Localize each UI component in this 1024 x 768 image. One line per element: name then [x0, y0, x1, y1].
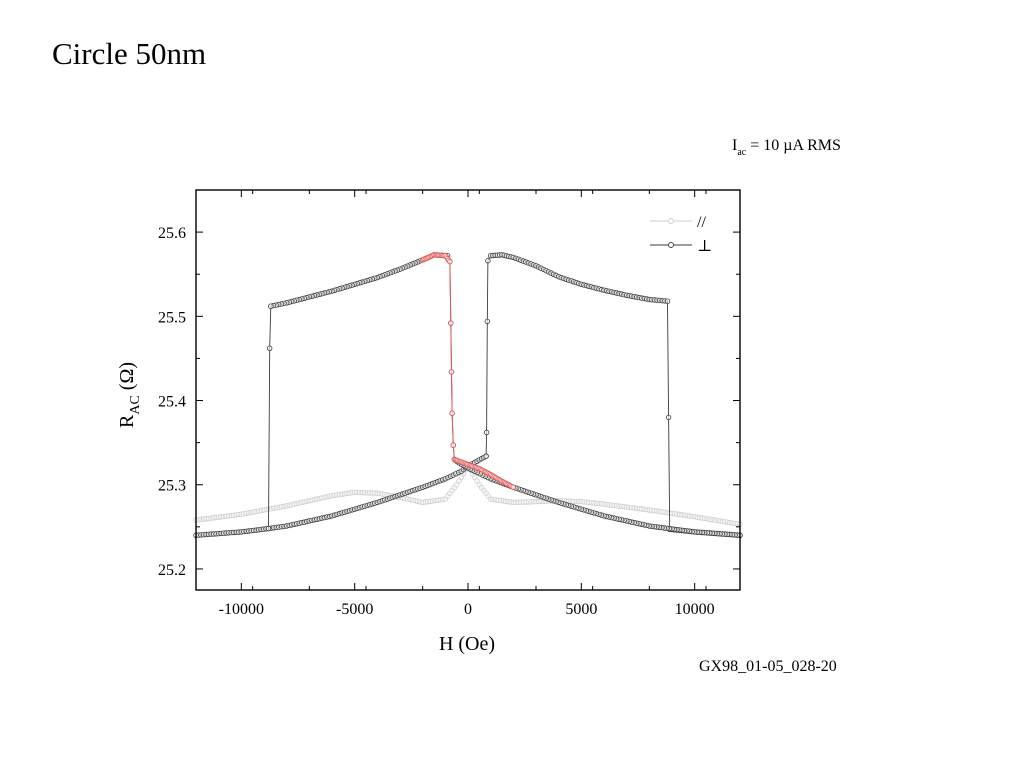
legend-parallel-marker — [668, 218, 674, 224]
x-tick-label: 0 — [464, 601, 472, 618]
series-perp-point — [664, 298, 671, 304]
file-identifier: GX98_01-05_028-20 — [699, 658, 837, 675]
highlight-segment-point — [449, 410, 455, 416]
legend: // ⊥ — [650, 214, 712, 255]
plot-frame — [195, 189, 741, 591]
highlight-segment-point — [448, 320, 454, 326]
current-annotation: Iac = 10 µA RMS — [732, 138, 841, 158]
current-label-sub: ac — [737, 147, 747, 158]
highlight-segment-line — [422, 254, 514, 488]
legend-perp-label: ⊥ — [697, 238, 712, 255]
y-tick-label: 25.4 — [158, 394, 186, 411]
legend-perp-marker — [668, 242, 674, 248]
y-axis-label-main: R — [116, 414, 138, 428]
highlight-segment-point — [447, 258, 453, 265]
series-perp-point — [485, 258, 491, 264]
current-label-main: I — [732, 137, 738, 154]
series-perp-point — [483, 429, 490, 436]
y-tick-label: 25.6 — [158, 225, 186, 242]
slide-title: Circle 50nm — [52, 36, 207, 71]
data-layer — [193, 252, 743, 538]
series-perp-point — [268, 303, 274, 309]
highlight-segment-point — [448, 369, 455, 375]
series-perp-point — [267, 345, 273, 351]
x-tick-label: -5000 — [336, 601, 373, 618]
x-tick-label: 5000 — [565, 601, 597, 618]
highlight-segment-point — [450, 442, 456, 448]
y-axis-label: RAC (Ω) — [116, 362, 143, 428]
y-tick-label: 25.3 — [158, 478, 186, 495]
y-axis-label-rest: (Ω) — [116, 362, 138, 395]
y-tick-label: 25.5 — [158, 309, 186, 326]
axis-layer: -10000 -5000 0 5000 10000 25.2 25.3 25.4 25.5 25.… — [158, 190, 740, 618]
current-label-rest: = 10 µA RMS — [746, 137, 841, 154]
series-parallel-line — [195, 465, 741, 525]
series-perp-point — [483, 453, 489, 459]
x-axis-label: H (Oe) — [439, 633, 495, 655]
series-perp-line — [454, 459, 741, 536]
series-perp-point — [484, 318, 490, 325]
x-tick-label: 10000 — [675, 601, 715, 618]
series-perp-point — [665, 414, 672, 421]
x-tick-label: -10000 — [219, 601, 264, 618]
y-tick-label: 25.2 — [158, 562, 186, 579]
legend-parallel-label: // — [697, 214, 706, 231]
highlight-segment-point — [510, 484, 516, 490]
series-perp-point — [265, 525, 272, 532]
y-axis-label-sub: AC — [128, 395, 143, 414]
